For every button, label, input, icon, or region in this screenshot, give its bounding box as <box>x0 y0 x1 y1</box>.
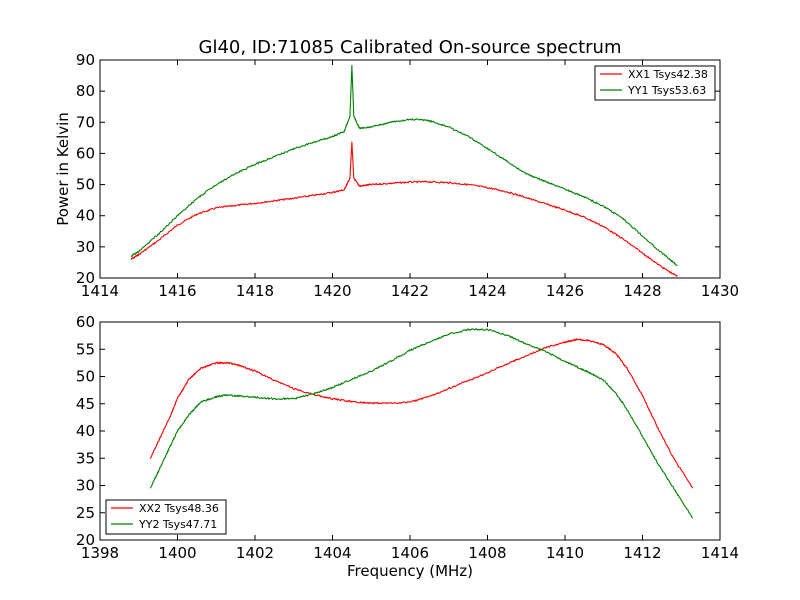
bottom-y-tick-label: 50 <box>76 368 95 386</box>
x-axis-label: Frequency (MHz) <box>347 562 473 580</box>
bottom-y-tick-label: 25 <box>76 504 95 522</box>
top-y-tick-label: 90 <box>76 51 95 69</box>
y-axis-label: Power in Kelvin <box>54 112 72 226</box>
bottom-y-tick-label: 55 <box>76 340 95 358</box>
legend-label-xx1: XX1 Tsys42.38 <box>628 68 708 81</box>
top-y-tick-label: 40 <box>76 207 95 225</box>
top-panel: 1414 1416 1418 1420 1422 1424 1426 1428 1430 20 30… <box>54 51 739 300</box>
bottom-y-tick-label: 20 <box>76 531 95 549</box>
top-x-tick-label: 1420 <box>313 282 351 300</box>
legend-label-xx2: XX2 Tsys48.36 <box>139 502 219 515</box>
bottom-y-tick-label: 35 <box>76 449 95 467</box>
top-y-tick-label: 60 <box>76 144 95 162</box>
bottom-x-tick-label: 1398 <box>81 544 119 562</box>
chart-title: Gl40, ID:71085 Calibrated On-source spec… <box>199 37 622 58</box>
bottom-legend: XX2 Tsys48.36 YY2 Tsys47.71 <box>105 499 227 535</box>
top-x-tick-label: 1428 <box>623 282 661 300</box>
top-x-tick-label: 1418 <box>236 282 274 300</box>
top-y-tick-label: 70 <box>76 113 95 131</box>
bottom-x-tick-label: 1408 <box>468 544 506 562</box>
bottom-x-tick-label: 1406 <box>391 544 429 562</box>
top-x-tick-label: 1416 <box>158 282 196 300</box>
bottom-y-tick-label: 40 <box>76 422 95 440</box>
top-x-tick-label: 1430 <box>701 282 739 300</box>
bottom-series-line-1 <box>149 338 694 489</box>
top-series-line-1 <box>130 141 678 277</box>
bottom-legend-box <box>105 499 227 535</box>
bottom-x-tick-label: 1414 <box>701 544 739 562</box>
legend-label-yy1: YY1 Tsys53.63 <box>627 84 706 97</box>
top-x-tick-label: 1426 <box>546 282 584 300</box>
top-x-tick-label: 1414 <box>81 282 119 300</box>
top-legend-box <box>594 65 716 101</box>
top-x-tick-label: 1424 <box>468 282 506 300</box>
bottom-x-tick-label: 1404 <box>313 544 351 562</box>
bottom-y-tick-label: 30 <box>76 477 95 495</box>
top-y-tick-label: 30 <box>76 238 95 256</box>
top-y-tick-label: 50 <box>76 176 95 194</box>
bottom-y-tick-label: 60 <box>76 313 95 331</box>
bottom-x-tick-label: 1400 <box>158 544 196 562</box>
bottom-x-tick-label: 1410 <box>546 544 584 562</box>
legend-label-yy2: YY2 Tsys47.71 <box>138 518 217 531</box>
top-y-tick-label: 20 <box>76 269 95 287</box>
bottom-x-tick-label: 1402 <box>236 544 274 562</box>
bottom-panel: 1398 1400 1402 1404 1406 1408 1410 1412 1414 20 25… <box>76 313 739 580</box>
top-legend: XX1 Tsys42.38 YY1 Tsys53.63 <box>594 65 716 101</box>
top-x-tick-label: 1422 <box>391 282 429 300</box>
top-series-line-2 <box>130 64 678 267</box>
bottom-y-tick-label: 45 <box>76 395 95 413</box>
top-y-tick-label: 80 <box>76 82 95 100</box>
bottom-x-tick-label: 1412 <box>623 544 661 562</box>
bottom-series-line-2 <box>150 328 694 519</box>
